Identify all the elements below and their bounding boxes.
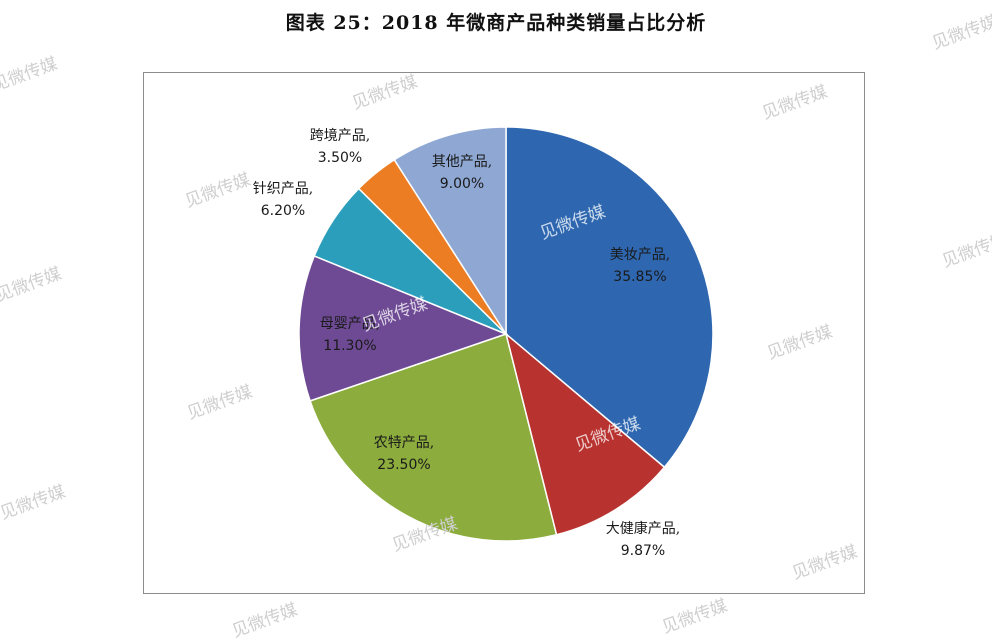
pie-chart: 美妆产品, 35.85% 大健康产品, 9.87% 农特产品, 23.50% 母婴产品, 11…: [253, 126, 714, 559]
slice-label: 农特产品,: [374, 435, 434, 451]
slice-value-label: 6.20%: [261, 203, 305, 219]
pie-slice: [505, 126, 714, 469]
slice-label: 母婴产品,: [320, 316, 380, 332]
slice-value-label: 9.87%: [621, 543, 665, 559]
slice-label: 跨境产品,: [310, 128, 370, 144]
slice-value-label: 3.50%: [318, 150, 362, 166]
pie-slice: [393, 126, 507, 337]
chart-title: 图表 25：2018 年微商产品种类销量占比分析: [285, 12, 707, 34]
slice-value-label: 9.00%: [440, 176, 484, 192]
slice-label: 美妆产品,: [610, 247, 670, 263]
slice-label: 其他产品,: [432, 154, 492, 170]
pie-slice: [298, 254, 509, 402]
pie-slice: [504, 331, 666, 536]
slice-value-label: 23.50%: [377, 457, 430, 473]
slice-label: 大健康产品,: [606, 520, 680, 537]
slice-label: 针织产品,: [253, 181, 313, 197]
pie-slice: [309, 333, 558, 542]
slice-value-label: 11.30%: [323, 338, 376, 354]
slice-value-label: 35.85%: [613, 269, 666, 285]
